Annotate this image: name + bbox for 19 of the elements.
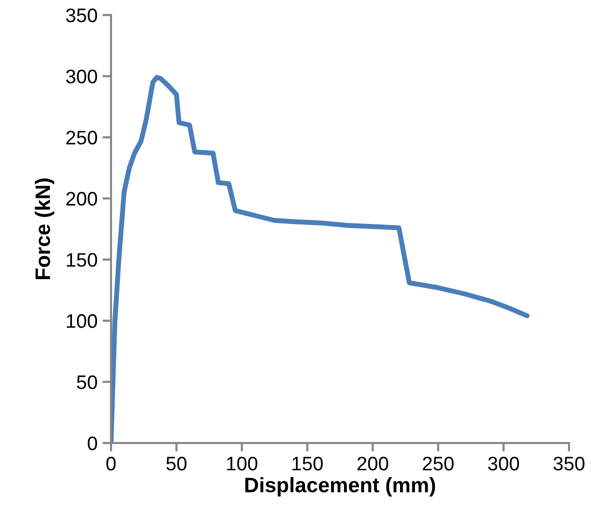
y-tick-label: 100 bbox=[66, 314, 98, 328]
y-tick-label: 250 bbox=[66, 130, 98, 145]
x-tick-label: 0 bbox=[106, 456, 116, 470]
x-tick-label: 250 bbox=[422, 456, 454, 470]
x-tick-label: 200 bbox=[357, 456, 388, 470]
y-tick-label: 300 bbox=[66, 70, 98, 84]
y-tick-label: 200 bbox=[66, 192, 98, 206]
x-tick-label: 100 bbox=[227, 456, 258, 470]
y-tick-label: 150 bbox=[66, 253, 98, 267]
x-tick-label: 150 bbox=[292, 456, 323, 470]
y-tick-label: 50 bbox=[76, 375, 98, 390]
y-tick-label: 350 bbox=[66, 8, 98, 22]
y-axis-title: Force (kN) bbox=[34, 178, 54, 280]
y-tick-label: 0 bbox=[88, 436, 98, 450]
x-axis-title: Displacement (mm) bbox=[245, 477, 436, 497]
line-series bbox=[111, 74, 530, 443]
x-tick-label: 50 bbox=[166, 456, 186, 470]
x-tick-label: 300 bbox=[488, 456, 520, 470]
x-tick-label: 350 bbox=[554, 456, 584, 470]
